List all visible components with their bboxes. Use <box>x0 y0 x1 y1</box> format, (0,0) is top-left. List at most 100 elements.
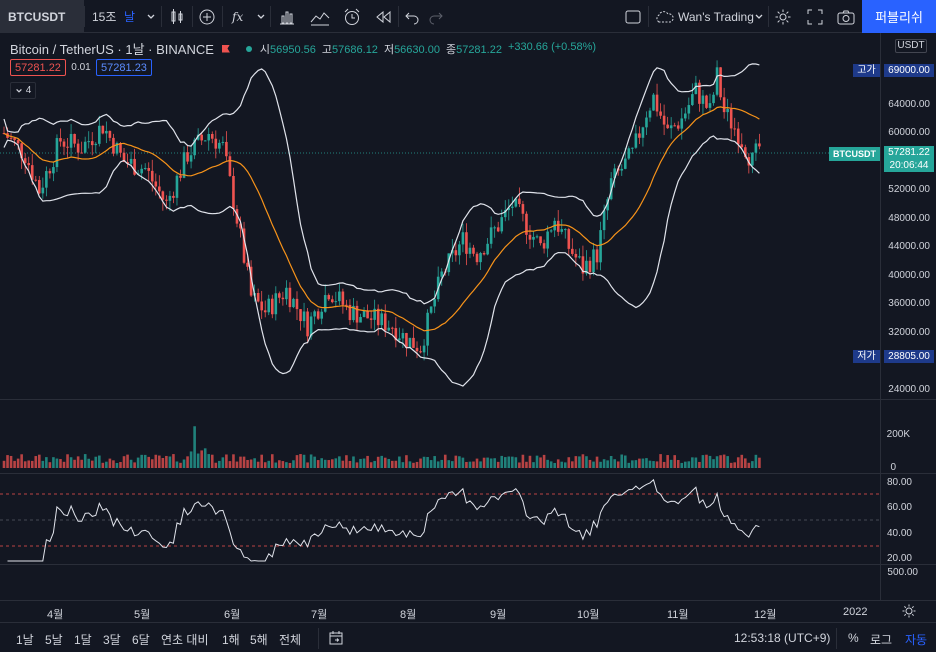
candlestick-series <box>2 60 761 361</box>
chevron-down-icon[interactable] <box>256 0 266 33</box>
log-toggle[interactable]: 로그 <box>870 633 893 647</box>
time-label: 11월 <box>667 609 689 621</box>
interval-button[interactable]: 15조 <box>92 10 117 24</box>
goto-date-icon[interactable] <box>328 630 344 649</box>
auto-scale-toggle[interactable]: 자동 <box>905 633 928 647</box>
bottom-toolbar: 1날 5날 1달 3달 6달 연초 대비 1해 5해 전체 12:53:18 (… <box>0 622 936 652</box>
volume-axis-label: 200K <box>886 429 910 440</box>
rsi-axis-label: 60.00 <box>886 502 912 513</box>
time-label: 6월 <box>224 609 241 621</box>
range-all[interactable]: 전체 <box>279 633 302 647</box>
open-value: 56950.56 <box>270 43 316 56</box>
sell-button[interactable]: 57281.22 <box>10 59 66 76</box>
last-price-value: 57281.22 <box>888 147 930 158</box>
close-value: 57281.22 <box>456 43 502 56</box>
undo-icon[interactable] <box>404 0 420 33</box>
volume-axis-label: 0 <box>890 462 896 473</box>
rsi-axis-label: 80.00 <box>886 477 912 488</box>
replay-icon[interactable] <box>374 0 392 33</box>
price-axis-label: 40000.00 <box>888 269 930 281</box>
volume-series <box>2 426 761 468</box>
gear-icon[interactable] <box>774 0 792 33</box>
bollinger-basis-line <box>3 106 760 332</box>
range-6m[interactable]: 6달 <box>132 633 150 647</box>
buy-button[interactable]: 57281.23 <box>96 59 152 76</box>
price-axis-label: 24000.00 <box>888 383 930 395</box>
toolbar-divider <box>270 6 271 27</box>
indicators-toggle[interactable]: 4 <box>10 82 36 99</box>
chevron-down-icon[interactable] <box>754 0 764 33</box>
price-axis-label: 64000.00 <box>888 98 930 110</box>
time-label: 12월 <box>754 609 777 621</box>
rsi-axis-label: 40.00 <box>886 528 912 539</box>
extra-pane-axis-label: 500.00 <box>887 567 918 578</box>
top-toolbar: BTCUSDT 15조 날 fx Wan's Trading <box>0 0 936 33</box>
currency-label[interactable]: USDT <box>895 39 927 53</box>
bollinger-upper-line <box>3 63 760 305</box>
redo-icon[interactable] <box>428 0 444 33</box>
toolbar-divider <box>192 6 193 27</box>
toolbar-divider <box>161 6 162 27</box>
low-marker-value: 28805.00 <box>884 350 934 363</box>
fullscreen-square-icon[interactable] <box>624 0 642 33</box>
chevron-down-icon[interactable] <box>146 0 156 33</box>
templates-icon[interactable] <box>310 0 330 33</box>
add-indicator-icon[interactable] <box>198 0 216 33</box>
range-1m[interactable]: 1달 <box>74 633 92 647</box>
alert-clock-icon[interactable] <box>342 0 362 33</box>
time-label: 2022 <box>843 606 868 618</box>
publish-button[interactable]: 퍼블리쉬 <box>862 0 936 33</box>
range-1d[interactable]: 1날 <box>16 633 34 647</box>
change-value: +330.66 (+0.58%) <box>507 40 597 53</box>
spread-value: 0.01 <box>71 62 91 73</box>
toolbar-divider <box>398 6 399 27</box>
candle-style-icon[interactable] <box>168 0 186 33</box>
time-label: 8월 <box>400 609 417 621</box>
cloud-icon[interactable] <box>654 0 674 33</box>
toolbar-divider <box>84 6 85 27</box>
indicators-button[interactable]: fx <box>232 9 244 24</box>
symbol-price-tag: BTCUSDT <box>829 147 880 161</box>
low-marker-label: 저가 <box>853 350 880 363</box>
high-marker-label: 고가 <box>853 64 880 77</box>
interval-day-button[interactable]: 날 <box>124 10 136 24</box>
toolbar-divider <box>648 6 649 27</box>
price-axis-label: 48000.00 <box>888 212 930 224</box>
toolbar-divider <box>836 628 837 649</box>
chevron-down-icon <box>15 88 22 93</box>
settings-sun-icon[interactable] <box>902 604 916 621</box>
price-axis-label: 44000.00 <box>888 241 930 252</box>
timezone-clock[interactable]: 12:53:18 (UTC+9) <box>734 631 831 645</box>
layout-name[interactable]: Wan's Trading <box>678 9 754 24</box>
price-axis-label: 60000.00 <box>888 127 930 138</box>
range-3m[interactable]: 3달 <box>103 633 121 647</box>
symbol-title[interactable]: Bitcoin / TetherUS · 1날 · BINANCE <box>10 42 214 57</box>
time-axis[interactable]: 4월 5월 6월 7월 8월 9월 10월 11월 12월 2022 <box>0 600 936 622</box>
chart-canvas[interactable] <box>0 33 936 600</box>
expand-icon[interactable] <box>806 0 824 33</box>
toolbar-divider <box>318 628 319 649</box>
time-label: 5월 <box>134 609 151 621</box>
market-status-icon <box>245 45 252 52</box>
range-5y[interactable]: 5해 <box>250 633 268 647</box>
symbol-search[interactable]: BTCUSDT <box>0 0 84 33</box>
range-ytd[interactable]: 연초 대비 <box>161 633 209 647</box>
chart-legend: Bitcoin / TetherUS · 1날 · BINANCE 시56950… <box>10 39 596 58</box>
indicator-count: 4 <box>25 85 32 96</box>
flag-icon[interactable] <box>221 44 230 53</box>
low-value: 56630.00 <box>394 43 440 56</box>
price-axis-label: 52000.00 <box>888 184 930 195</box>
range-5d[interactable]: 5날 <box>45 633 63 647</box>
range-1y[interactable]: 1해 <box>222 633 240 647</box>
bar-countdown: 20:06:44 <box>889 160 929 171</box>
percent-toggle[interactable]: % <box>848 631 859 645</box>
rsi-axis-label: 20.00 <box>886 553 912 564</box>
camera-icon[interactable] <box>836 0 856 33</box>
last-price-tag: 57281.22 20:06:44 <box>884 146 934 172</box>
toolbar-divider <box>768 6 769 27</box>
bollinger-lower-line <box>3 135 760 387</box>
bar-chart-icon[interactable] <box>278 0 296 33</box>
time-label: 4월 <box>47 609 64 621</box>
price-axis-label: 32000.00 <box>888 326 930 338</box>
ohlc-values: 시56950.56 고57686.12 저56630.00 종57281.22 … <box>259 40 597 56</box>
